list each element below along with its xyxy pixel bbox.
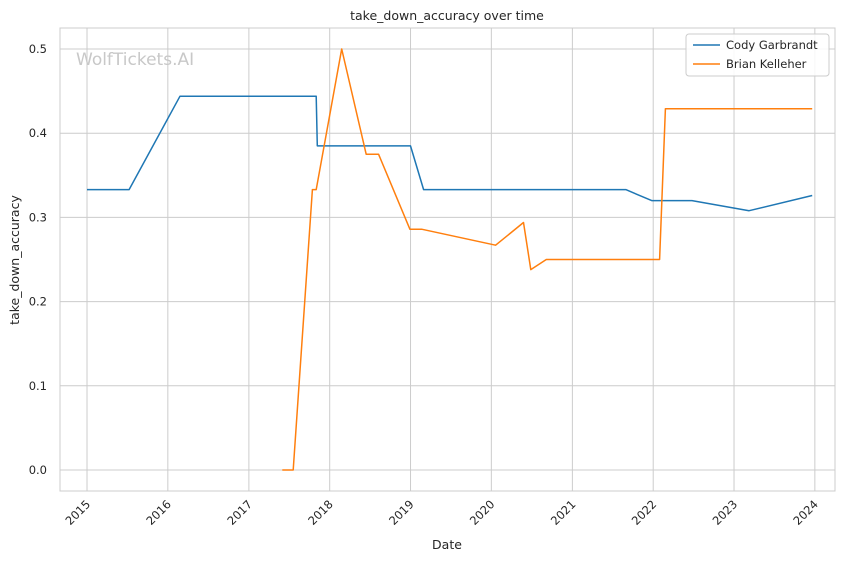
watermark-text: WolfTickets.AI — [76, 50, 194, 70]
y-tick-label: 0.5 — [29, 42, 47, 56]
x-tick-label: 2015 — [63, 497, 94, 528]
y-tick-label: 0.1 — [29, 379, 47, 393]
plot-background — [60, 28, 835, 491]
y-tick-label: 0.3 — [29, 210, 47, 224]
legend-label-brian-kelleher: Brian Kelleher — [726, 57, 807, 71]
plot-frame — [59, 27, 836, 492]
x-tick-label: 2021 — [548, 497, 579, 528]
x-axis-label: Date — [432, 537, 462, 552]
grid-lines — [60, 28, 835, 491]
x-tick-label: 2020 — [467, 497, 498, 528]
x-tick-label: 2018 — [305, 497, 336, 528]
series-line-brian-kelleher — [282, 48, 813, 471]
y-tick-label: 0.2 — [29, 295, 47, 309]
x-tick-label: 2016 — [143, 497, 174, 528]
legend: Cody Garbrandt Brian Kelleher — [685, 33, 830, 77]
x-tick-label: 2023 — [710, 497, 741, 528]
legend-label-cody-garbrandt: Cody Garbrandt — [726, 38, 818, 52]
x-tick-labels: 2015 2016 2017 2018 2019 2020 2021 2022 2023 2024 — [63, 497, 821, 528]
y-tick-labels: 0.0 0.1 0.2 0.3 0.4 0.5 — [29, 42, 47, 477]
y-tick-label: 0.4 — [29, 126, 47, 140]
series-lines — [87, 48, 813, 471]
x-tick-label: 2019 — [386, 497, 417, 528]
x-tick-label: 2017 — [224, 497, 255, 528]
x-tick-label: 2022 — [629, 497, 660, 528]
y-tick-label: 0.0 — [29, 463, 47, 477]
y-axis-label: take_down_accuracy — [7, 195, 22, 325]
x-tick-label: 2024 — [790, 497, 821, 528]
chart-title: take_down_accuracy over time — [350, 8, 544, 23]
series-line-cody-garbrandt — [87, 95, 813, 212]
legend-box — [685, 33, 830, 77]
